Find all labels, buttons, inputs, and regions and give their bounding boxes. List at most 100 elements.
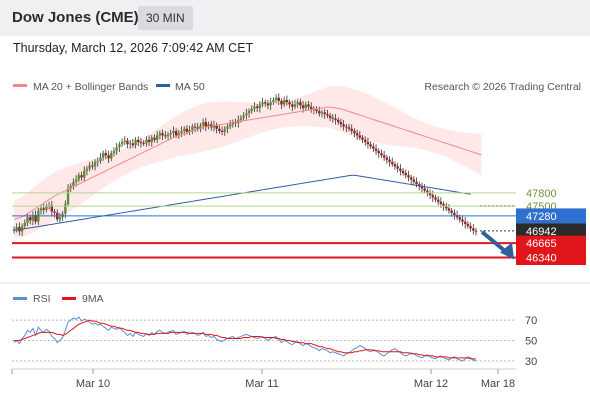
candle-body	[372, 146, 375, 149]
x-tick-label: Mar 12	[414, 378, 448, 390]
rsi-legend: RSI 9MA	[13, 293, 104, 305]
candle-body	[420, 186, 424, 189]
candle-body	[415, 181, 418, 185]
candle-body	[409, 177, 413, 180]
candle-body	[274, 97, 278, 100]
price-chart	[12, 86, 482, 239]
candle-body	[145, 139, 148, 144]
candle-body	[296, 102, 299, 105]
rsi-tick-label: 30	[525, 356, 537, 368]
candle-body	[212, 125, 216, 128]
candle-body	[436, 199, 440, 202]
candle-body	[207, 124, 210, 127]
chart-panel	[0, 36, 590, 400]
candle-body	[401, 170, 405, 173]
candle-body	[323, 112, 326, 115]
rsi-line	[13, 316, 477, 362]
candle-body	[453, 212, 456, 216]
candle-body	[307, 104, 310, 107]
candle-body	[328, 115, 332, 118]
candle-body	[364, 139, 367, 143]
candle-body	[29, 217, 32, 221]
candle-body	[201, 122, 205, 126]
candle-body	[434, 197, 437, 200]
candle-body	[458, 217, 461, 220]
candle-body	[358, 135, 362, 138]
candle-body	[15, 226, 18, 230]
candle-body	[282, 100, 286, 105]
candle-body	[120, 142, 124, 145]
level-label-46942: 46942	[526, 226, 557, 238]
candle-body	[423, 188, 426, 191]
legend-swatch-ma50	[156, 84, 170, 87]
level-box-46665	[516, 235, 586, 251]
candle-body	[172, 130, 175, 134]
candle-body	[288, 102, 291, 105]
ma20-line	[13, 106, 482, 220]
candle-body	[91, 165, 94, 167]
candle-body	[447, 208, 451, 211]
candle-body	[320, 112, 324, 114]
candle-body	[183, 128, 186, 131]
level-label-46665: 46665	[526, 238, 557, 250]
candle-body	[180, 130, 183, 134]
level-box-46942	[516, 223, 586, 239]
candle-body	[39, 208, 43, 211]
candle-body	[266, 103, 270, 106]
candle-body	[161, 133, 164, 136]
candle-body	[228, 124, 232, 127]
level-label-46340: 46340	[526, 253, 557, 265]
legend-swatch-ma20	[13, 84, 27, 87]
candle-body	[185, 128, 189, 132]
rsi-tick-label: 70	[525, 315, 537, 327]
candle-body	[34, 215, 37, 222]
candle-body	[474, 230, 478, 232]
candle-body	[142, 142, 145, 144]
legend-rsi-label: RSI	[33, 293, 51, 305]
candle-body	[463, 221, 467, 224]
legend-9ma-label: 9MA	[82, 293, 104, 305]
candle-body	[169, 133, 172, 135]
candle-body	[218, 128, 221, 131]
candle-body	[137, 139, 140, 143]
candle-body	[72, 181, 75, 186]
candle-body	[104, 153, 108, 156]
candle-body	[393, 164, 397, 167]
candle-body	[226, 126, 229, 129]
candle-body	[426, 190, 429, 193]
candle-body	[74, 179, 78, 182]
candle-body	[247, 111, 251, 114]
candle-body	[110, 153, 113, 159]
rsi-9ma-line	[14, 319, 476, 360]
candle-body	[428, 192, 432, 196]
candle-body	[466, 223, 470, 227]
forecast-arrow	[480, 230, 514, 260]
legend-swatch-9ma	[62, 297, 76, 300]
candle-body	[277, 97, 280, 101]
candle-body	[301, 105, 305, 108]
candle-body	[77, 175, 81, 180]
candle-body	[293, 104, 297, 107]
level-box-47280	[516, 208, 586, 224]
timeframe-badge[interactable]: 30 MIN	[138, 6, 193, 30]
candle-body	[366, 142, 370, 145]
candle-body	[326, 114, 329, 116]
candle-body	[99, 157, 102, 162]
rsi-tick-label: 50	[525, 336, 537, 348]
candle-body	[88, 165, 91, 169]
candle-body	[93, 161, 97, 167]
candle-body	[439, 201, 443, 204]
candle-body	[147, 139, 151, 143]
candle-body	[139, 142, 143, 144]
candle-body	[245, 113, 248, 116]
level-box-46340	[516, 250, 586, 266]
candle-body	[50, 205, 54, 212]
candle-body	[153, 137, 156, 140]
candle-body	[339, 122, 343, 125]
candle-body	[85, 168, 89, 171]
candle-body	[155, 135, 159, 140]
research-credit: Research © 2026 Trading Central	[424, 81, 581, 93]
candle-body	[255, 106, 259, 108]
candle-body	[269, 102, 272, 106]
